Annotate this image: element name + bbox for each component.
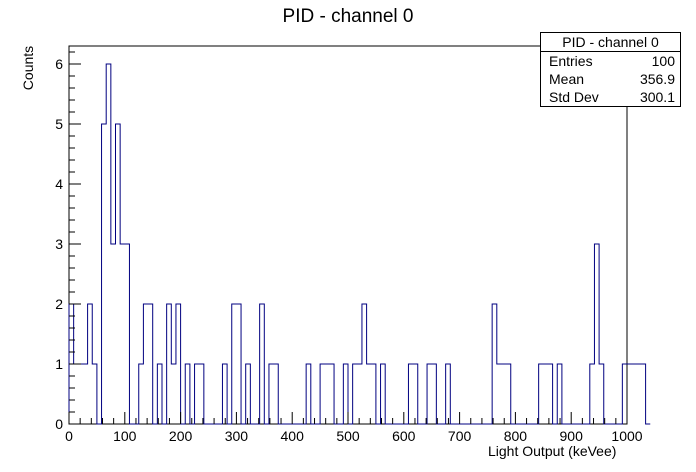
y-tick-label: 6	[55, 56, 63, 72]
x-tick-label: 700	[448, 428, 472, 444]
x-tick-label: 100	[113, 428, 137, 444]
stats-label: Std Dev	[549, 89, 599, 105]
x-tick-label: 500	[336, 428, 360, 444]
x-tick-label: 600	[392, 428, 416, 444]
y-tick-label: 3	[55, 236, 63, 252]
x-tick-label: 1000	[611, 428, 642, 444]
stats-value: 100	[651, 53, 675, 69]
x-tick-label: 0	[65, 428, 73, 444]
stats-value: 300.1	[639, 89, 675, 105]
y-tick-label: 0	[55, 416, 63, 432]
stats-row-stddev: Std Dev 300.1	[541, 88, 680, 106]
chart-title: PID - channel 0	[282, 6, 414, 27]
x-tick-label: 800	[504, 428, 528, 444]
x-tick-label: 400	[281, 428, 305, 444]
y-tick-label: 4	[55, 176, 63, 192]
y-tick-label: 5	[55, 116, 63, 132]
histogram-line	[68, 63, 651, 425]
y-axis-label: Counts	[20, 45, 36, 91]
stats-label: Mean	[549, 71, 585, 87]
stats-row-mean: Mean 356.9	[541, 70, 680, 88]
x-axis-label: Light Output (keVee)	[488, 443, 617, 459]
axis-ticks	[68, 51, 628, 425]
x-tick-label: 900	[560, 428, 584, 444]
stats-value: 356.9	[639, 71, 675, 87]
stats-row-entries: Entries 100	[541, 52, 680, 70]
x-tick-label: 200	[169, 428, 193, 444]
y-tick-label: 2	[55, 296, 63, 312]
x-tick-label: 300	[225, 428, 249, 444]
stats-box: PID - channel 0 Entries 100 Mean 356.9 S…	[540, 32, 681, 107]
histogram-bars	[68, 63, 651, 425]
stats-label: Entries	[549, 53, 593, 69]
axis-tick-labels: 0 100 200 300 400 500 600 700 800 900 1000 0 1 2 3 4 5 6	[55, 56, 643, 444]
stats-title: PID - channel 0	[541, 33, 680, 52]
y-tick-label: 1	[55, 356, 63, 372]
